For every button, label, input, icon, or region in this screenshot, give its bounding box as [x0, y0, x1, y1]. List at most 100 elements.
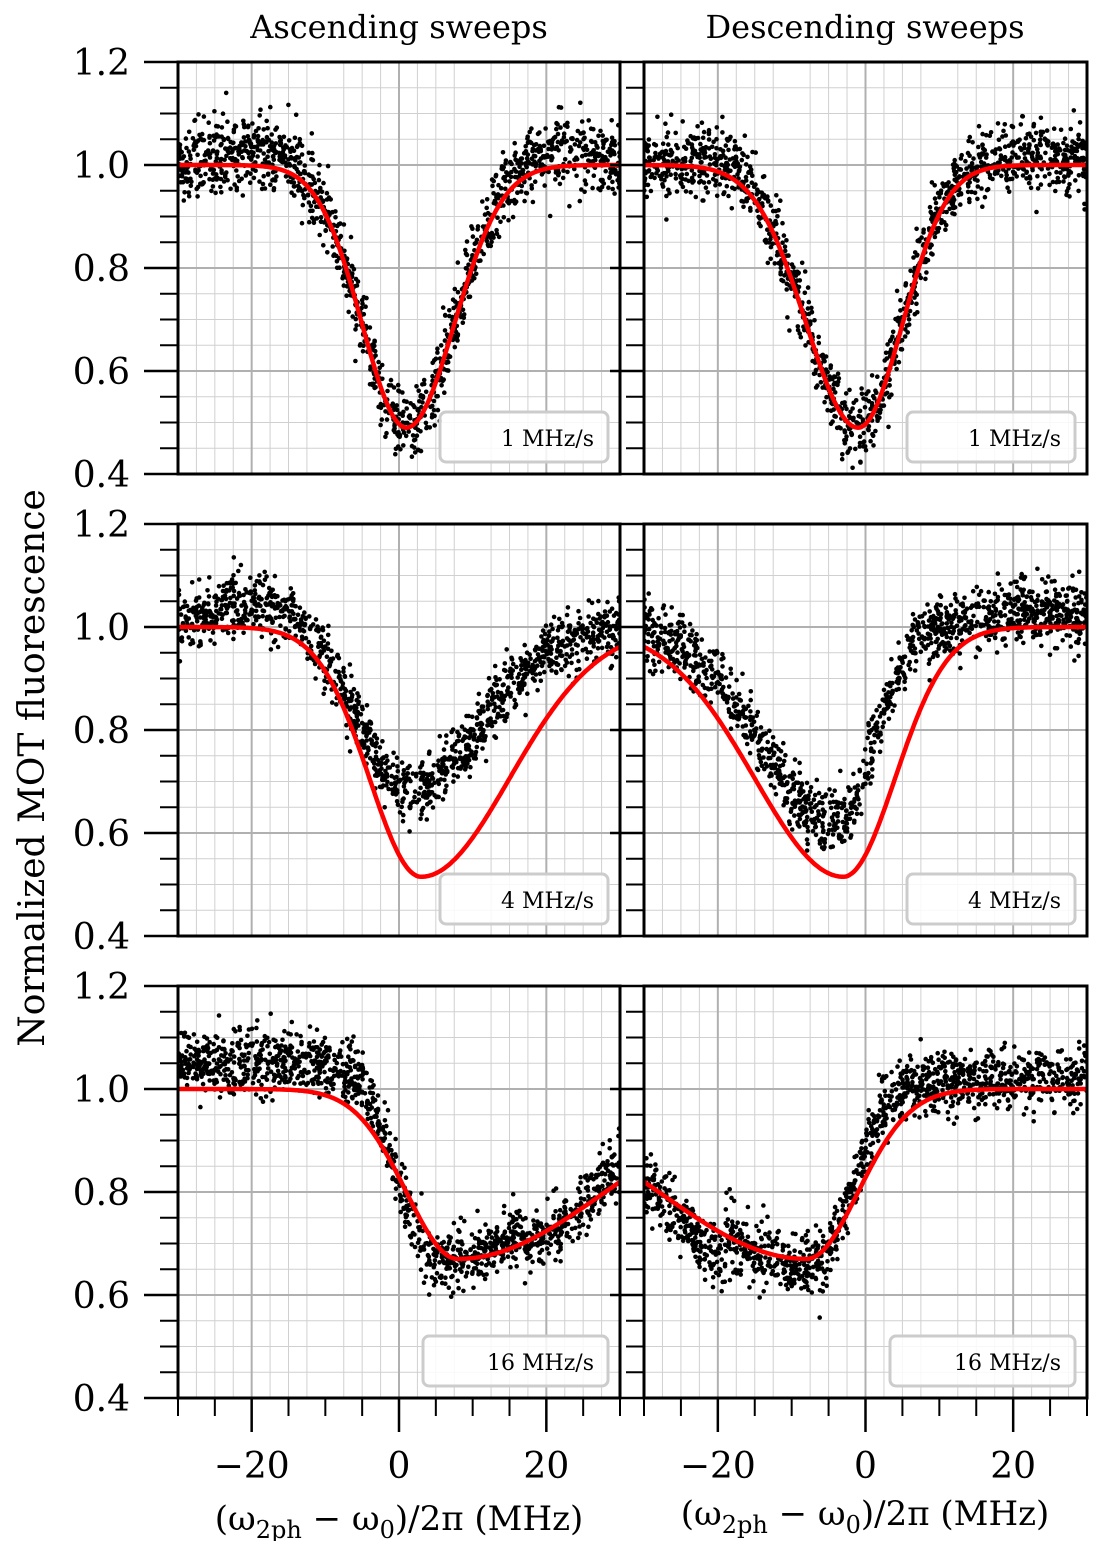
- data-point: [225, 119, 230, 124]
- data-point: [218, 176, 224, 182]
- data-point: [1058, 170, 1063, 175]
- data-point: [1072, 155, 1077, 161]
- data-point: [375, 757, 381, 763]
- data-point: [660, 155, 666, 160]
- data-point: [569, 136, 574, 141]
- data-point: [836, 425, 842, 430]
- data-point: [273, 615, 279, 621]
- data-point: [785, 315, 790, 320]
- data-point: [574, 173, 579, 179]
- data-point: [698, 141, 703, 147]
- data-point: [241, 592, 246, 598]
- data-point: [765, 227, 770, 232]
- data-point: [832, 413, 837, 419]
- data-point: [328, 656, 334, 662]
- data-point: [208, 167, 213, 172]
- data-point: [653, 143, 659, 148]
- data-point: [268, 615, 274, 621]
- data-point: [439, 383, 444, 388]
- data-point: [747, 164, 753, 169]
- data-point: [996, 137, 1002, 143]
- data-point: [740, 671, 745, 677]
- data-point: [319, 643, 324, 649]
- data-point: [669, 150, 675, 155]
- data-point: [445, 355, 451, 360]
- panel-ascending-1: 0.40.60.81.01.21 MHz/s: [73, 43, 622, 496]
- data-point: [227, 600, 233, 606]
- data-point: [236, 152, 242, 157]
- data-point: [365, 745, 371, 750]
- data-point: [522, 642, 527, 648]
- data-point: [265, 172, 271, 177]
- data-point: [813, 832, 819, 838]
- data-point: [673, 171, 678, 177]
- data-point: [456, 738, 461, 744]
- data-point: [504, 170, 509, 175]
- data-point: [601, 141, 606, 147]
- data-point: [898, 298, 903, 303]
- data-point: [947, 206, 952, 212]
- data-point: [780, 220, 785, 226]
- data-point: [704, 675, 709, 681]
- data-point: [517, 172, 523, 177]
- data-point: [462, 727, 468, 732]
- data-point: [967, 196, 972, 202]
- data-point: [594, 620, 600, 626]
- data-point: [605, 599, 610, 605]
- data-point: [1024, 169, 1029, 175]
- data-point: [440, 305, 446, 310]
- data-point: [385, 758, 390, 763]
- data-point: [442, 390, 447, 396]
- data-point: [231, 573, 236, 578]
- data-point: [598, 177, 604, 183]
- data-point: [193, 598, 199, 603]
- data-point: [344, 722, 349, 728]
- data-point: [296, 160, 302, 166]
- data-point: [756, 221, 762, 226]
- data-point: [510, 214, 516, 220]
- data-point: [844, 406, 849, 412]
- data-point: [419, 762, 425, 768]
- data-point: [774, 193, 779, 198]
- data-point: [188, 176, 193, 182]
- data-point: [644, 147, 650, 153]
- data-point: [828, 805, 834, 811]
- data-point: [969, 161, 975, 166]
- data-point: [884, 390, 890, 396]
- data-point: [231, 618, 236, 623]
- data-point: [1035, 147, 1040, 152]
- data-point: [281, 134, 287, 140]
- data-point: [914, 628, 920, 633]
- data-point: [414, 433, 420, 439]
- data-point: [401, 443, 406, 448]
- data-point: [219, 170, 224, 176]
- data-point: [455, 289, 461, 295]
- data-point: [584, 656, 590, 661]
- data-point: [579, 153, 585, 159]
- data-point: [476, 708, 481, 714]
- data-point: [981, 604, 986, 610]
- data-point: [763, 761, 768, 767]
- data-point: [1027, 131, 1032, 136]
- data-point: [1008, 596, 1013, 602]
- data-point: [349, 263, 355, 269]
- data-point: [795, 324, 801, 329]
- data-point: [253, 617, 259, 623]
- data-point: [719, 676, 725, 682]
- data-point: [756, 196, 762, 202]
- data-point: [690, 151, 695, 156]
- data-point: [703, 185, 709, 190]
- data-point: [254, 578, 260, 584]
- data-point: [595, 638, 601, 643]
- data-point: [849, 432, 854, 438]
- data-point: [838, 768, 843, 774]
- data-point: [802, 327, 807, 333]
- data-point: [419, 811, 424, 817]
- data-point: [222, 602, 228, 608]
- data-point: [982, 147, 988, 153]
- data-point: [421, 377, 427, 383]
- data-point: [527, 161, 532, 166]
- data-point: [1015, 139, 1021, 145]
- data-point: [984, 132, 989, 138]
- data-point: [201, 137, 207, 143]
